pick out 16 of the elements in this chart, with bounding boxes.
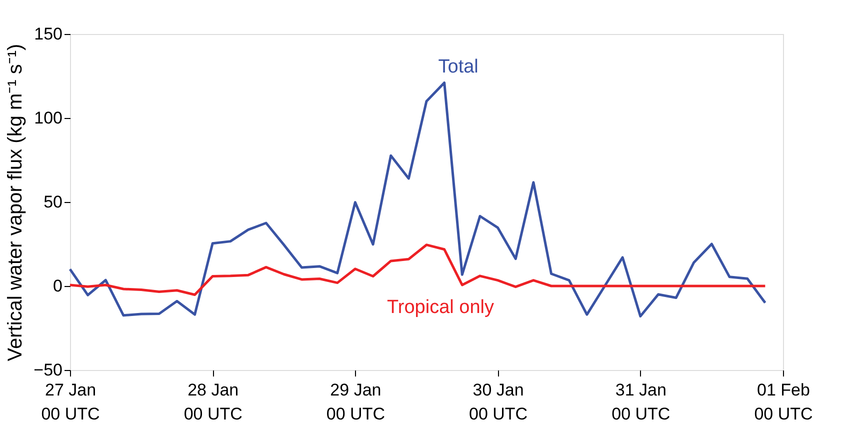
y-tick-label: 0 [53, 276, 62, 296]
x-tick-label: 01 Feb 00 UTC [754, 380, 813, 424]
y-tick-label: −50 [34, 360, 62, 380]
line-series [68, 81, 766, 318]
line-series [68, 244, 766, 296]
x-tick-label: 31 Jan 00 UTC [612, 380, 670, 424]
x-tick-label: 28 Jan 00 UTC [184, 380, 242, 424]
series-label: Total [438, 56, 478, 78]
x-tick-label: 30 Jan 00 UTC [469, 380, 528, 424]
x-tick-label: 27 Jan 00 UTC [41, 380, 100, 424]
x-tick-label: 29 Jan 00 UTC [326, 380, 385, 424]
y-tick-label: 150 [34, 24, 62, 44]
series-label: Tropical only [386, 296, 494, 318]
y-tick-label: 100 [34, 108, 62, 128]
y-tick-label: 50 [44, 192, 62, 212]
y-axis-title: Vertical water vapor flux (kg m⁻¹ s⁻¹) [4, 44, 27, 362]
